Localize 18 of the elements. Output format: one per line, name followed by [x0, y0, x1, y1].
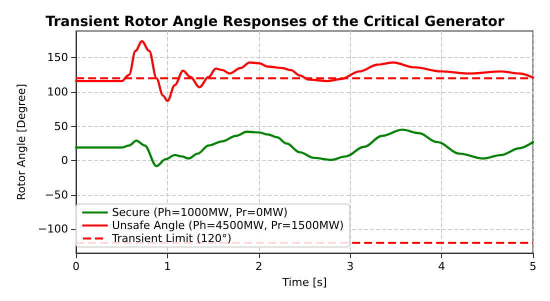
y-tick-label: 50: [54, 120, 68, 133]
x-tick-label: 3: [346, 260, 354, 274]
legend-label: Unsafe Angle (Ph=4500MW, Pr=1500MW): [112, 219, 344, 232]
y-axis-title: Rotor Angle [Degree]: [15, 84, 28, 200]
y-tick-label: 150: [47, 51, 68, 64]
y-tick-label: 0: [61, 154, 68, 168]
y-tick-label: −100: [38, 222, 68, 236]
x-tick-label: 0: [72, 260, 80, 274]
chart-title: Transient Rotor Angle Responses of the Critical Generator: [46, 14, 504, 30]
y-tick-label: 100: [47, 86, 68, 99]
x-tick-label: 4: [438, 260, 446, 274]
x-tick-label: 5: [530, 260, 536, 274]
y-tick-label: −50: [44, 188, 68, 202]
x-tick-label: 2: [255, 260, 262, 274]
x-axis-title: Time [s]: [281, 276, 327, 289]
x-tick-label: 1: [164, 260, 171, 274]
legend-label: Transient Limit (120°): [111, 232, 232, 245]
legend-label: Secure (Ph=1000MW, Pr=0MW): [112, 206, 288, 219]
